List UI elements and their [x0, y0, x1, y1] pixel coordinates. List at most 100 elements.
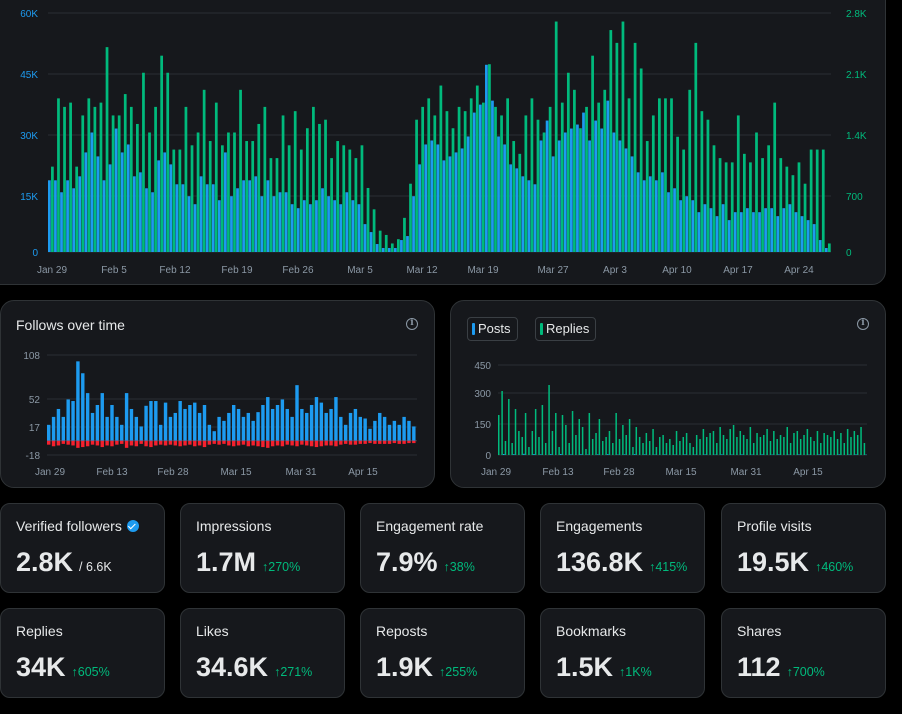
stat-card-profile-visits[interactable]: Profile visits 19.5K ↑460%	[721, 503, 886, 593]
replies-bar	[688, 89, 692, 252]
replies-bar	[722, 435, 725, 455]
follows-bar	[115, 416, 119, 441]
x-tick: Apr 15	[348, 467, 378, 478]
follows-bar	[100, 393, 104, 441]
unfollows-bar	[129, 440, 134, 446]
posts-bar	[327, 196, 330, 252]
follows-bar	[290, 416, 294, 441]
replies-bar	[739, 431, 742, 455]
legend-replies[interactable]: Replies	[535, 317, 597, 341]
posts-bar	[296, 208, 300, 252]
replies-bar	[129, 106, 133, 252]
posts-bar	[211, 184, 215, 252]
posts-bar	[503, 144, 506, 252]
posts-bar	[369, 232, 373, 252]
replies-bar	[706, 119, 710, 252]
replies-bar	[208, 141, 212, 252]
replies-bar	[214, 102, 218, 253]
posts-bar	[78, 176, 82, 252]
info-icon[interactable]	[857, 318, 869, 330]
follows-bar	[188, 405, 192, 441]
unfollows-bar	[266, 440, 270, 448]
stat-card-likes[interactable]: Likes 34.6K ↑271%	[180, 608, 345, 698]
info-icon[interactable]	[406, 318, 418, 330]
stat-value: 2.8K / 6.6K	[16, 547, 112, 578]
follows-bar	[149, 401, 153, 441]
y-tick: 0	[485, 451, 491, 462]
replies-bar	[196, 132, 200, 252]
replies-bar	[257, 123, 261, 252]
posts-bar	[612, 132, 616, 252]
unfollows-bar	[61, 440, 66, 444]
follows-bar	[348, 412, 353, 441]
replies-bar	[685, 433, 688, 455]
unfollows-bar	[154, 440, 158, 446]
stat-change: ↑270%	[262, 560, 301, 574]
unfollows-bar	[212, 440, 216, 444]
posts-bar	[442, 160, 446, 252]
stat-card-engagement-rate[interactable]: Engagement rate 7.9% ↑38%	[360, 503, 525, 593]
posts-bar	[375, 244, 379, 252]
follows-bar	[256, 412, 260, 441]
replies-bar	[618, 439, 621, 455]
unfollows-bar	[168, 440, 173, 445]
replies-bar	[287, 145, 291, 252]
replies-bar	[609, 30, 613, 252]
y-tick-left: 15K	[20, 192, 38, 203]
posts-bar	[741, 454, 743, 455]
posts-bar	[806, 220, 810, 252]
stat-card-shares[interactable]: Shares 112 ↑700%	[721, 608, 886, 698]
posts-bar	[205, 184, 209, 252]
replies-bar	[585, 449, 587, 455]
posts-bar	[454, 152, 458, 252]
replies-bar	[530, 98, 534, 252]
stat-card-verified-followers[interactable]: Verified followers 2.8K / 6.6K	[0, 503, 165, 593]
unfollows-bar	[81, 440, 85, 448]
stat-label: Reposts	[376, 623, 428, 639]
stat-card-bookmarks[interactable]: Bookmarks 1.5K ↑1K%	[540, 608, 705, 698]
unfollows-bar	[339, 440, 343, 445]
unfollows-bar	[178, 440, 182, 447]
posts-bar	[491, 100, 494, 252]
replies-swatch	[540, 323, 543, 335]
unfollows-bar	[392, 440, 397, 444]
posts-bar	[800, 216, 804, 252]
posts-bar	[126, 144, 130, 252]
unfollows-bar	[358, 440, 362, 444]
follows-bar	[163, 402, 168, 441]
stat-card-engagements[interactable]: Engagements 136.8K ↑415%	[540, 503, 705, 593]
stat-value: 1.9K ↑255%	[376, 652, 477, 683]
replies-bar	[598, 419, 601, 455]
replies-bar	[779, 158, 783, 252]
replies-bar	[117, 115, 121, 252]
stat-value-text: 7.9%	[376, 547, 438, 577]
x-tick: Mar 12	[406, 265, 438, 276]
stat-change: ↑700%	[786, 665, 825, 679]
legend-posts[interactable]: Posts	[467, 317, 518, 341]
replies-bar	[427, 98, 431, 252]
replies-bar	[813, 441, 815, 455]
posts-bar	[132, 176, 136, 252]
stat-value-text: 2.8K	[16, 547, 74, 577]
replies-bar	[665, 443, 668, 455]
follows-bar	[392, 420, 397, 441]
stat-card-impressions[interactable]: Impressions 1.7M ↑270%	[180, 503, 345, 593]
x-tick: Feb 5	[101, 265, 127, 276]
replies-bar	[469, 98, 473, 252]
replies-bar	[746, 439, 748, 455]
stat-change: ↑271%	[274, 665, 313, 679]
y-tick-left: 30K	[20, 131, 38, 142]
replies-bar	[591, 55, 594, 253]
replies-bar	[773, 431, 775, 455]
unfollows-bar	[134, 440, 139, 447]
stat-card-replies[interactable]: Replies 34K ↑605%	[0, 608, 165, 698]
stat-card-reposts[interactable]: Reposts 1.9K ↑255%	[360, 608, 525, 698]
replies-bar	[136, 123, 139, 252]
replies-bar	[776, 439, 778, 455]
follows-bar	[222, 420, 226, 441]
stat-change: ↑1K%	[619, 665, 652, 679]
unfollows-bar	[280, 440, 285, 447]
posts-bar	[108, 164, 112, 252]
replies-bar	[305, 128, 309, 252]
replies-bar	[597, 102, 601, 253]
